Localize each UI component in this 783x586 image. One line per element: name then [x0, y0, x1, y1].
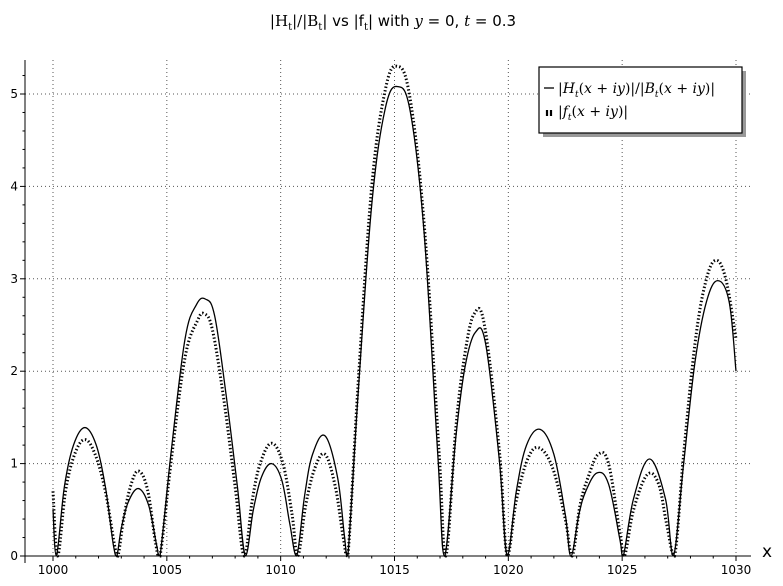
chart-title: |Ht|/|Bt| vs |ft| with y = 0, t = 0.3	[270, 12, 516, 33]
x-tick-label-3: 1015	[379, 563, 410, 577]
x-tick-label-5: 1025	[607, 563, 638, 577]
x-tick-label-1: 1005	[152, 563, 183, 577]
series-group	[51, 64, 738, 558]
series-dotted-line	[51, 64, 738, 558]
legend-box	[538, 66, 743, 134]
x-axis-label: x	[762, 542, 772, 562]
x-tick-label-4: 1020	[493, 563, 524, 577]
x-tick-label-0: 1000	[38, 563, 69, 577]
x-tick-label-2: 1010	[265, 563, 296, 577]
y-tick-label-4: 4	[10, 179, 18, 193]
legend-label-ratio: |Ht(x + iy)|/|Bt(x + iy)|	[558, 81, 715, 100]
x-tick-label-6: 1030	[721, 563, 752, 577]
y-tick-label-2: 2	[10, 364, 18, 378]
y-tick-label-1: 1	[10, 457, 18, 471]
legend: |Ht(x + iy)|/|Bt(x + iy)| |ft(x + iy)|	[538, 66, 746, 137]
tick-marks	[20, 75, 737, 561]
y-tick-label-5: 5	[10, 87, 18, 101]
tick-labels: 1000 1005 1010 1015 1020 1025 1030 0 1 2 3 4 5	[10, 87, 751, 577]
y-tick-label-0: 0	[10, 549, 18, 563]
axes	[24, 60, 751, 563]
y-tick-label-3: 3	[10, 272, 18, 286]
legend-label-f: |ft(x + iy)|	[558, 104, 628, 123]
